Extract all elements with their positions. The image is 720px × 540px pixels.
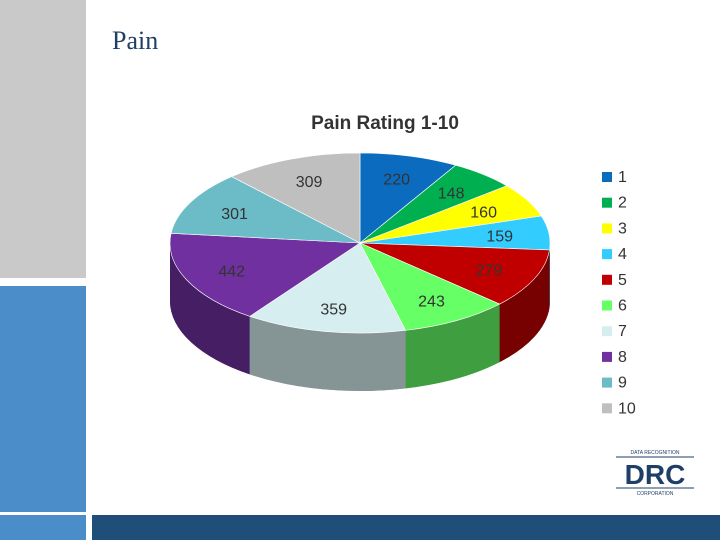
pie-slice-8 <box>169 232 361 317</box>
data-label-1: 220 <box>383 172 410 189</box>
sidebar-divider <box>0 278 86 286</box>
pie-chart: Pain Rating 1-10 22014816015927924335944… <box>169 113 636 417</box>
legend-label-7: 7 <box>618 323 627 340</box>
footer-bar-left <box>0 515 86 540</box>
logo-main-text: DRC <box>625 459 686 490</box>
drc-logo: DATA RECOGNITION DRC CORPORATION <box>616 450 694 497</box>
legend-swatch-9 <box>602 377 612 388</box>
legend-swatch-8 <box>602 351 612 362</box>
pie-slice-9 <box>170 176 361 244</box>
data-label-2: 148 <box>438 185 465 202</box>
data-label-4: 159 <box>486 228 513 245</box>
legend-swatch-10 <box>602 403 612 414</box>
legend-label-6: 6 <box>618 298 627 315</box>
pie-slice-7 <box>249 242 407 334</box>
logo-top-text: DATA RECOGNITION <box>631 450 680 456</box>
slide-title: Pain <box>112 26 159 55</box>
legend-swatch-1 <box>602 172 612 182</box>
chart-title: Pain Rating 1-10 <box>311 113 459 134</box>
data-label-10: 309 <box>296 174 323 191</box>
data-label-3: 160 <box>470 204 497 221</box>
legend-swatch-3 <box>602 223 612 234</box>
pie-side-5 <box>499 249 550 363</box>
legend-label-4: 4 <box>618 246 627 263</box>
data-label-5: 279 <box>476 263 503 280</box>
data-label-9: 301 <box>221 206 248 223</box>
legend-label-2: 2 <box>618 195 627 212</box>
pie-side-8 <box>170 243 250 375</box>
sidebar-blue-panel <box>0 286 86 512</box>
sidebar-gray-panel <box>0 0 86 278</box>
legend-label-5: 5 <box>618 272 627 289</box>
legend-label-10: 10 <box>618 400 636 417</box>
legend-label-9: 9 <box>618 375 627 392</box>
pie-side-4 <box>549 243 550 308</box>
footer-bar <box>92 515 720 540</box>
pie-slice-6 <box>359 242 501 331</box>
pie-side-6 <box>405 304 500 389</box>
legend-swatch-2 <box>602 197 612 208</box>
data-label-7: 359 <box>320 301 347 318</box>
pie-slice-1 <box>359 152 457 244</box>
pie-slice-10 <box>231 152 361 244</box>
legend-swatch-6 <box>602 300 612 311</box>
pie-slice-5 <box>359 242 550 305</box>
logo-bottom-text: CORPORATION <box>637 491 674 497</box>
data-label-6: 243 <box>418 293 445 310</box>
legend-label-8: 8 <box>618 349 627 366</box>
data-label-8: 442 <box>218 263 245 280</box>
legend-swatch-7 <box>602 326 612 337</box>
legend-label-1: 1 <box>618 169 627 186</box>
pie-side-7 <box>249 316 406 391</box>
legend-label-3: 3 <box>618 220 627 237</box>
legend-swatch-4 <box>602 249 612 260</box>
legend-swatch-5 <box>602 274 612 285</box>
